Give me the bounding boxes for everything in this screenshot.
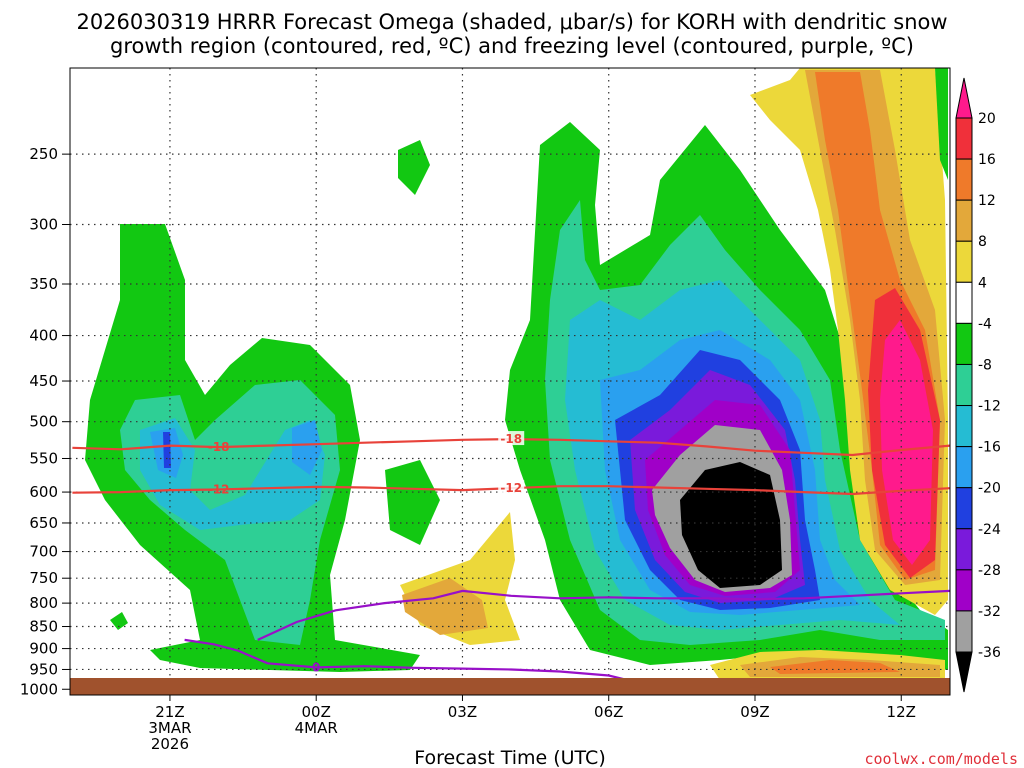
colorbar-bottom-arrow — [955, 651, 973, 693]
dgz-contour-label: -12 — [208, 482, 230, 496]
colorbar-label: -32 — [978, 604, 1001, 620]
colorbar-label: 20 — [978, 111, 996, 127]
y-tick-label: 700 — [29, 543, 58, 561]
colorbar-segment — [955, 322, 973, 365]
y-tick-label: 250 — [29, 145, 58, 163]
colorbar-segment — [955, 281, 973, 324]
y-tick-label: 400 — [29, 327, 58, 345]
dgz-contour-label: -18 — [500, 432, 522, 446]
y-tick-label: 850 — [29, 618, 58, 636]
y-tick-label: 500 — [29, 413, 58, 431]
freezing-level-label: 0 — [312, 660, 320, 674]
dgz-contour-label-bg — [498, 431, 525, 446]
omega-island-mid — [385, 460, 440, 545]
omega-region-plus12-bottom — [770, 660, 900, 674]
colorbar-label: -4 — [978, 316, 992, 332]
colorbar-segment — [955, 158, 973, 201]
colorbar-segment — [955, 569, 973, 612]
colorbar-label: -8 — [978, 357, 992, 373]
colorbar-label: 12 — [978, 193, 996, 209]
colorbar-label: 4 — [978, 275, 987, 291]
omega-region-below-minus36-main — [680, 462, 782, 588]
colorbar-segment — [955, 363, 973, 407]
dgz-contour-label-bg — [498, 480, 525, 495]
y-tick-label: 950 — [29, 660, 58, 678]
y-tick-label: 450 — [29, 372, 58, 390]
colorbar-label: 16 — [978, 152, 996, 168]
y-tick-label: 650 — [29, 514, 58, 532]
colorbar-segment — [955, 199, 973, 242]
x-tick-label: 21Z — [155, 703, 184, 721]
y-tick-label: 350 — [29, 275, 58, 293]
y-tick-label: 600 — [29, 483, 58, 501]
colorbar-top-arrow — [955, 77, 973, 119]
y-tick-label: 900 — [29, 640, 58, 658]
colorbar-segment — [955, 610, 973, 653]
y-tick-label: 550 — [29, 449, 58, 467]
colorbar-label: -36 — [978, 645, 1001, 661]
x-tick-label: 4MAR — [295, 719, 338, 737]
y-tick-label: 800 — [29, 594, 58, 612]
colorbar-segment — [955, 487, 973, 530]
x-tick-label: 09Z — [740, 703, 769, 721]
colorbar-segment — [955, 117, 973, 160]
colorbar-label: -12 — [978, 399, 1001, 415]
chart-title-line-2: growth region (contoured, red, ºC) and f… — [110, 34, 914, 58]
x-axis-title: Forecast Time (UTC) — [414, 747, 605, 768]
colorbar-label: -16 — [978, 440, 1001, 456]
x-tick-label: 03Z — [448, 703, 477, 721]
chart-title-line-1: 2026030319 HRRR Forecast Omega (shaded, … — [76, 10, 947, 34]
plot-area: -18-18-12-1200 — [69, 67, 951, 696]
x-tick-label: 3MAR — [148, 719, 191, 737]
dgz-contour-label: -12 — [500, 481, 522, 495]
colorbar: 20 16 12 8 4 -4 -8 -12 -16 -20 -24 -28 -32 -36 — [955, 77, 1001, 693]
x-tick-label: 00Z — [302, 703, 331, 721]
y-tick-label: 1000 — [20, 680, 58, 698]
colorbar-label: 8 — [978, 234, 987, 250]
x-tick-label: 12Z — [887, 703, 916, 721]
y-tick-label: 300 — [29, 216, 58, 234]
credit-text: coolwx.com/models — [864, 750, 1018, 768]
y-axis: 250 300 350 400 450 500 550 600 650 700 750 800 850 9… — [20, 145, 70, 698]
colorbar-segment — [955, 528, 973, 571]
colorbar-label: -28 — [978, 563, 1001, 579]
omega-island-left — [110, 612, 128, 630]
ground-surface — [70, 678, 950, 695]
contours: -18-18-12-1200 — [72, 431, 951, 693]
x-tick-label: 06Z — [594, 703, 623, 721]
omega-region-minus20-left-2 — [292, 420, 322, 475]
y-tick-label: 750 — [29, 569, 58, 587]
freezing-level-line-upper — [257, 589, 951, 641]
colorbar-segment — [955, 240, 973, 283]
colorbar-segment — [955, 405, 973, 448]
colorbar-label: -20 — [978, 481, 1001, 497]
omega-region-minus24-left — [163, 432, 171, 468]
omega-shading — [85, 68, 948, 680]
colorbar-label: -24 — [978, 522, 1001, 538]
omega-region-minus8-edge — [935, 68, 948, 180]
colorbar-segment — [955, 446, 973, 489]
dgz-contour-label: -18 — [208, 440, 230, 454]
x-tick-label: 2026 — [151, 735, 189, 753]
